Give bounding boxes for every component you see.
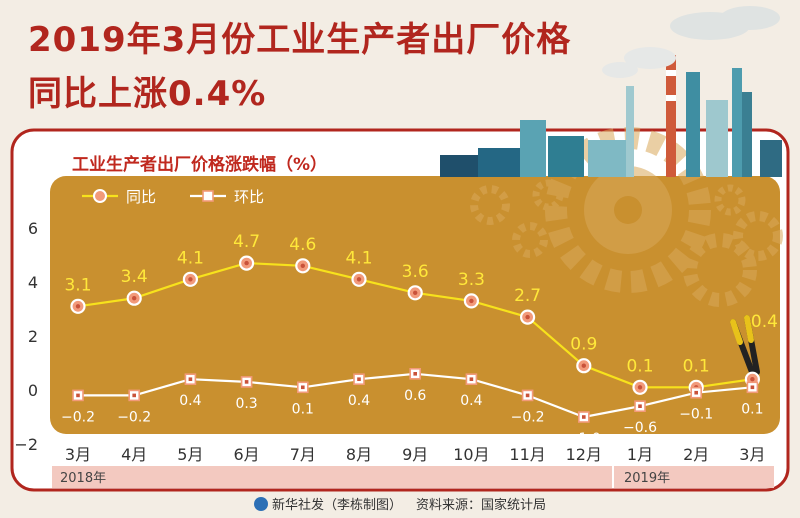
data-point-core (357, 377, 361, 381)
data-label: 0.4 (179, 393, 201, 409)
y-tick-label: 2 (28, 327, 38, 346)
data-point-core (188, 277, 193, 282)
x-tick-label: 3月 (739, 445, 765, 464)
data-point-core (694, 390, 698, 395)
year-band-2018 (52, 466, 612, 488)
data-point-core (188, 377, 193, 381)
data-point-core (244, 380, 249, 384)
footer: 新华社发（李栋制图） 资料来源：国家统计局 (0, 494, 800, 513)
data-label: −0.2 (61, 409, 95, 425)
data-label: 4.6 (289, 235, 316, 255)
x-tick-label: 11月 (509, 445, 545, 464)
data-point-core (132, 296, 137, 301)
headline-line2: 同比上涨0.4% (28, 74, 267, 114)
x-tick-label: 2月 (683, 445, 709, 464)
x-tick-label: 12月 (566, 445, 602, 464)
data-point-core (132, 393, 136, 398)
data-point-core (581, 363, 586, 368)
footer-publisher: 新华社发（李栋制图） (271, 498, 402, 513)
data-point-core (750, 377, 755, 382)
x-tick-label: 3月 (65, 445, 91, 464)
headline-line1: 2019年3月份工业生产者出厂价格 (28, 20, 572, 60)
data-label: 0.1 (741, 401, 763, 417)
data-point-core (469, 377, 474, 381)
data-point-core (244, 260, 249, 266)
data-label: 2.7 (514, 286, 541, 306)
data-point-core (75, 304, 81, 309)
data-point-core (469, 298, 474, 304)
legend-marker (202, 190, 214, 202)
data-point-core (637, 385, 643, 390)
data-point-core (750, 385, 755, 390)
data-label: −0.6 (623, 420, 657, 436)
legend-label: 环比 (234, 188, 264, 206)
data-label: 0.1 (292, 401, 314, 417)
data-label: 0.4 (348, 393, 370, 409)
data-point-core (413, 290, 418, 295)
data-label: 4.7 (233, 232, 260, 252)
data-label: 4.1 (177, 248, 204, 268)
pliers-icon (730, 315, 760, 375)
data-label: 0.6 (404, 388, 426, 404)
data-label: −0.2 (511, 409, 545, 425)
data-label: 3.6 (402, 262, 429, 282)
data-label: 3.1 (64, 275, 91, 295)
data-label: 3.3 (458, 270, 485, 290)
data-label: 0.9 (570, 335, 597, 355)
data-label: −0.2 (117, 409, 151, 425)
y-tick-label: 6 (28, 219, 38, 238)
x-tick-label: 1月 (627, 445, 653, 464)
legend-marker (93, 189, 107, 203)
plot-area: 6 4 2 0 −2 3月 4月 5月 6月 7月 8月 9月 10月 11月 12月 1月 2月 3月 2018年… (14, 188, 778, 486)
data-point-core (525, 393, 530, 398)
y-tick-label: 0 (28, 381, 38, 400)
factory-illustration (440, 6, 782, 177)
data-label: 0.1 (683, 356, 710, 376)
data-label: 3.4 (121, 267, 148, 287)
data-label: 0.4 (460, 393, 482, 409)
data-point-core (76, 393, 80, 398)
xinhua-logo-icon (253, 497, 268, 511)
data-point-core (413, 372, 417, 376)
x-tick-label: 5月 (177, 445, 203, 464)
year-label: 2019年 (624, 471, 670, 486)
data-label: 4.1 (345, 248, 372, 268)
chart-title: 工业生产者出厂价格涨跌幅（%） (72, 155, 328, 175)
data-label: 0.3 (235, 396, 257, 412)
x-tick-label: 6月 (234, 445, 260, 464)
data-label: −1.0 (567, 431, 601, 447)
footer-source: 资料来源：国家统计局 (416, 498, 547, 513)
year-label: 2018年 (60, 471, 106, 486)
data-point-core (300, 263, 305, 268)
x-tick-label: 4月 (121, 445, 147, 464)
legend-label: 同比 (126, 188, 156, 206)
data-point-core (356, 277, 362, 282)
y-tick-label: 4 (28, 273, 38, 292)
data-label: −0.1 (679, 407, 713, 423)
x-tick-label: 7月 (290, 445, 316, 464)
year-band-2019 (614, 466, 774, 488)
x-tick-label: 8月 (346, 445, 372, 464)
data-point-core (638, 404, 642, 408)
data-point-core (525, 314, 530, 320)
data-point-core (582, 415, 586, 419)
x-tick-label: 10月 (453, 445, 489, 464)
data-label: 0.1 (626, 356, 653, 376)
y-tick-label: −2 (14, 435, 38, 454)
x-tick-label: 9月 (402, 445, 428, 464)
data-point-core (301, 385, 305, 390)
data-label: 0.4 (751, 312, 778, 332)
